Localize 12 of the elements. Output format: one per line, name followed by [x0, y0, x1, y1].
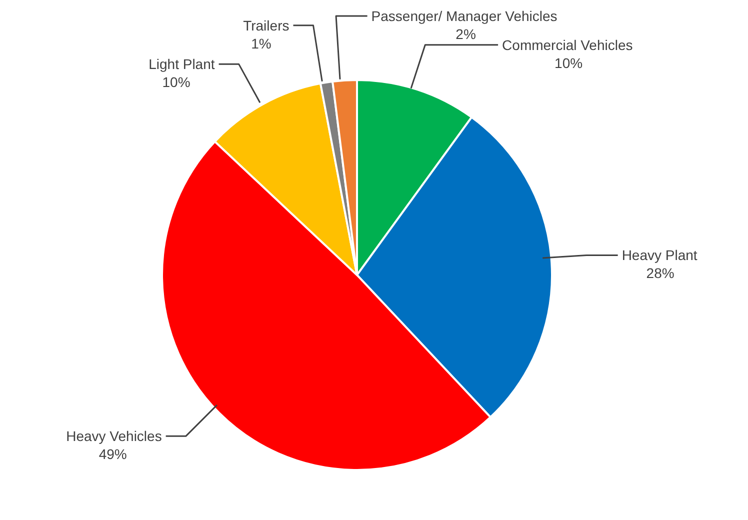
- slice-label: Trailers: [243, 17, 290, 34]
- slice-label: Heavy Plant: [622, 247, 698, 264]
- slice-label: Heavy Vehicles: [66, 428, 162, 444]
- slice-label: Passenger/ Manager Vehicles: [371, 8, 558, 24]
- data-label: 2%: [456, 26, 476, 42]
- slice-label: Commercial Vehicles: [502, 36, 633, 53]
- data-label: 1%: [251, 35, 272, 52]
- data-label: 10%: [554, 54, 583, 71]
- slice-label: Light Plant: [148, 56, 215, 72]
- data-label: 28%: [646, 265, 674, 282]
- data-label: 10%: [162, 74, 190, 90]
- data-label: 49%: [98, 446, 127, 462]
